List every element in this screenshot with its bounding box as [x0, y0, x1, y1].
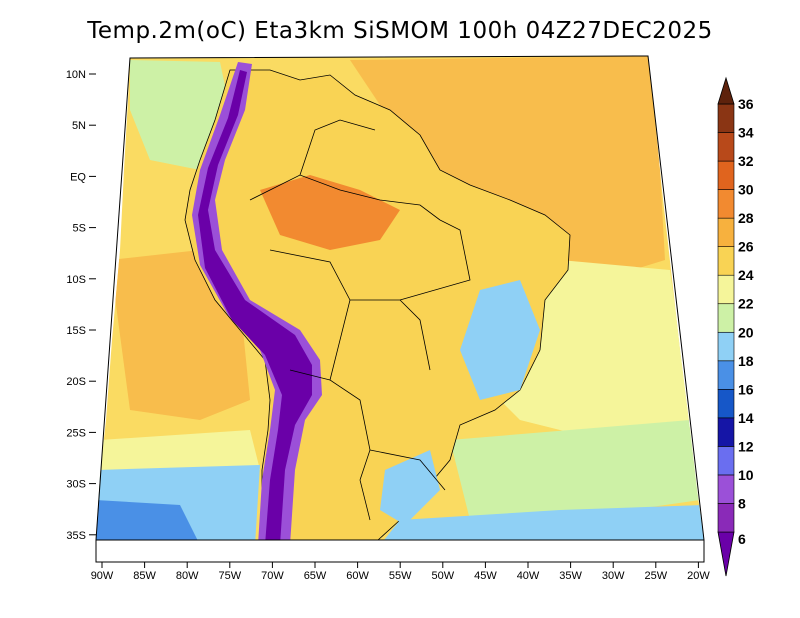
colorbar-label: 24	[738, 267, 754, 283]
colorbar-swatch	[717, 103, 735, 133]
colorbar-swatch	[717, 389, 735, 419]
colorbar-label: 8	[738, 495, 746, 511]
colorbar-label: 22	[738, 296, 754, 312]
colorbar-label: 26	[738, 239, 754, 255]
lon-tick-label: 40W	[517, 570, 540, 582]
lon-tick-label: 20W	[687, 570, 710, 582]
colorbar-label: 14	[738, 410, 754, 426]
lat-tick-label: 5S	[73, 223, 86, 235]
data-domain	[96, 56, 704, 540]
colorbar-label: 30	[738, 182, 754, 198]
colorbar-label: 18	[738, 353, 754, 369]
lon-tick-label: 70W	[261, 570, 284, 582]
lon-tick-label: 50W	[431, 570, 454, 582]
lat-tick-label: 20S	[66, 376, 86, 388]
colorbar-swatch	[717, 160, 735, 190]
lon-tick-label: 75W	[218, 570, 241, 582]
colorbar-label: 10	[738, 467, 754, 483]
colorbar-swatch	[717, 503, 735, 533]
colorbar-swatch	[717, 417, 735, 447]
colorbar: 6 8 10 12 14 16 18 20 22 24 26 28 30 32 34 36	[717, 76, 754, 577]
lon-tick-label: 30W	[602, 570, 625, 582]
colorbar-swatch	[717, 132, 735, 162]
colorbar-label: 6	[738, 531, 746, 547]
north-atlantic-warm-zone	[350, 56, 665, 280]
brazil-highlands-cool	[460, 280, 540, 400]
lon-tick-label: 65W	[304, 570, 327, 582]
colorbar-swatch	[717, 331, 735, 362]
colorbar-label: 32	[738, 153, 754, 169]
lon-tick-label: 60W	[346, 570, 369, 582]
colorbar-label: 28	[738, 210, 754, 226]
colorbar-swatch	[717, 446, 735, 476]
lat-tick-label: 30S	[66, 479, 86, 491]
pacific-colder-zone	[96, 500, 200, 540]
lat-tick-label: 35S	[66, 530, 86, 542]
colorbar-low-arrow	[717, 531, 735, 577]
colorbar-label: 12	[738, 438, 754, 454]
colorbar-swatch	[717, 217, 735, 247]
lat-tick-label: EQ	[70, 171, 86, 183]
amazon-hot-zone	[260, 175, 400, 250]
lon-tick-label: 80W	[176, 570, 199, 582]
longitude-axis: 90W 85W 80W 75W 70W 65W 60W 55W 50W 45W 40W 35W 30W 2…	[91, 562, 710, 582]
panama-green-zone	[130, 60, 230, 170]
lat-tick-label: 5N	[72, 120, 86, 132]
lon-tick-label: 85W	[133, 570, 156, 582]
andes-core	[198, 70, 312, 540]
south-atlantic-green-zone	[450, 420, 700, 520]
lon-tick-label: 45W	[474, 570, 497, 582]
lon-tick-label: 55W	[389, 570, 412, 582]
colorbar-label: 36	[738, 96, 754, 112]
lon-tick-label: 25W	[644, 570, 667, 582]
lat-tick-label: 10S	[66, 274, 86, 286]
political-borders	[249, 119, 471, 521]
south-brazil-cool	[380, 450, 440, 525]
colorbar-swatch	[717, 360, 735, 390]
lon-tick-label: 35W	[559, 570, 582, 582]
lon-tick-label: 90W	[91, 570, 114, 582]
colorbar-swatch	[717, 303, 735, 333]
colorbar-label: 20	[738, 324, 754, 340]
lat-tick-label: 10N	[66, 69, 86, 81]
colorbar-swatch	[717, 189, 735, 219]
colorbar-high-arrow	[717, 76, 735, 105]
colorbar-swatch	[717, 474, 735, 504]
colorbar-swatch	[717, 246, 735, 276]
lat-tick-label: 25S	[66, 427, 86, 439]
lat-tick-label: 15S	[66, 325, 86, 337]
colorbar-label: 34	[738, 125, 754, 141]
latitude-axis: 10N 5N EQ 5S 10S 15S 20S 25S 30S 35S	[66, 69, 96, 542]
map-title: Temp.2m(oC) Eta3km SiSMOM 100h 04Z27DEC2…	[87, 18, 713, 44]
colorbar-label: 16	[738, 381, 754, 397]
colorbar-swatch	[717, 274, 735, 305]
south-atlantic-cold-zone	[380, 505, 704, 540]
